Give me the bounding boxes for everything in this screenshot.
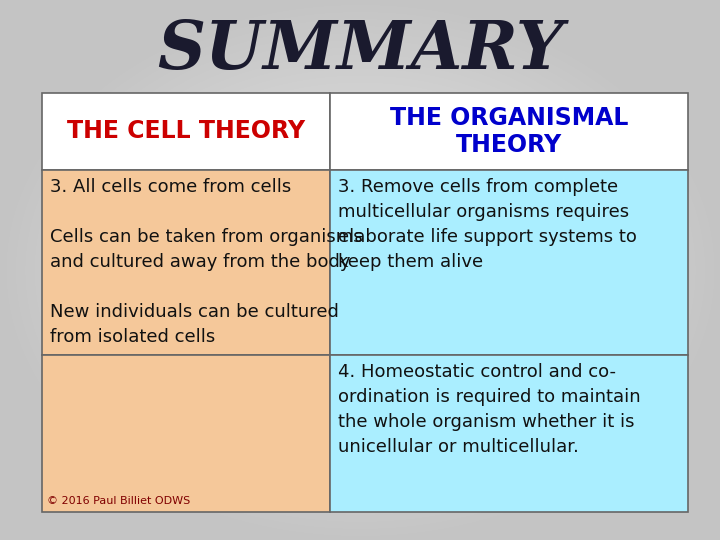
Bar: [42, 355, 330, 512]
Bar: [42, 170, 330, 355]
Text: SUMMARY: SUMMARY: [157, 17, 563, 83]
Bar: [330, 170, 688, 355]
Text: 3. Remove cells from complete
multicellular organisms requires
elaborate life su: 3. Remove cells from complete multicellu…: [338, 178, 637, 271]
Text: THE CELL THEORY: THE CELL THEORY: [67, 119, 305, 144]
Text: 3. All cells come from cells

Cells can be taken from organisms
and cultured awa: 3. All cells come from cells Cells can b…: [50, 178, 363, 346]
Text: THE ORGANISMAL
THEORY: THE ORGANISMAL THEORY: [390, 106, 628, 157]
Bar: [330, 355, 688, 512]
Bar: [330, 93, 688, 170]
Text: © 2016 Paul Billiet ODWS: © 2016 Paul Billiet ODWS: [47, 496, 190, 506]
Text: 4. Homeostatic control and co-
ordination is required to maintain
the whole orga: 4. Homeostatic control and co- ordinatio…: [338, 363, 641, 456]
Bar: [42, 93, 330, 170]
